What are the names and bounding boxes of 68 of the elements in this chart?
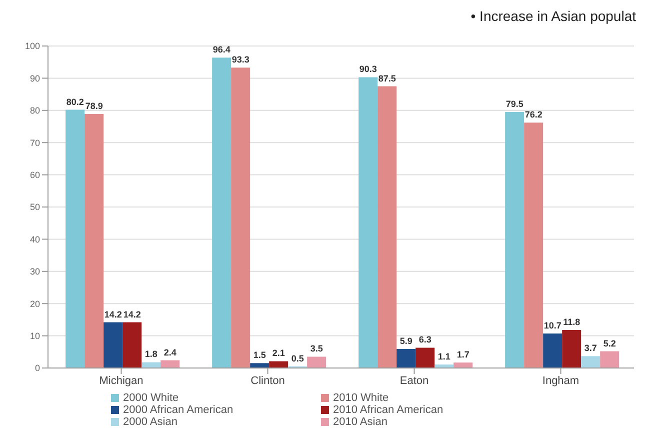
data-label: 5.2 (603, 338, 616, 348)
y-tick-label: 80 (30, 106, 40, 116)
data-label: 11.8 (563, 317, 580, 328)
bar (104, 322, 123, 368)
legend-label: 2000 Asian (123, 416, 178, 428)
bar (396, 349, 416, 368)
data-label: 0.5 (291, 353, 304, 364)
data-label: 87.5 (378, 73, 396, 84)
data-label: 14.2 (104, 309, 122, 320)
data-label: 90.3 (359, 64, 377, 74)
data-label: 5.9 (400, 336, 412, 346)
bar (122, 322, 142, 368)
bar (84, 114, 104, 368)
data-label: 2.1 (272, 348, 285, 358)
data-label: 76.2 (524, 110, 542, 120)
legend-label: 2010 Asian (333, 416, 388, 428)
data-label: 96.4 (212, 44, 230, 55)
data-label: 1.1 (438, 351, 450, 362)
y-tick-label: 0 (34, 363, 40, 374)
data-label: 93.3 (232, 54, 250, 65)
bar (600, 351, 620, 368)
x-tick-label: Eaton (400, 374, 429, 387)
bar (269, 361, 288, 368)
bar (524, 122, 544, 368)
data-label: 6.3 (418, 334, 432, 345)
data-label: 3.5 (310, 344, 323, 354)
y-tick-label: 60 (30, 170, 40, 180)
legend-label: 2010 White (333, 392, 389, 404)
bar (358, 77, 378, 368)
bar (231, 68, 250, 368)
data-label: 1.5 (253, 350, 266, 360)
bar (454, 362, 473, 368)
x-tick-label: Clinton (250, 374, 285, 387)
data-label: 80.2 (66, 96, 84, 107)
legend-label: 2000 White (123, 392, 179, 404)
bar (66, 110, 85, 368)
data-label: 79.5 (506, 99, 524, 110)
y-tick-label: 100 (24, 41, 40, 52)
data-label: 1.8 (144, 349, 158, 360)
data-label: 3.7 (584, 343, 597, 354)
y-tick-label: 70 (30, 138, 40, 148)
legend-label: 2010 African American (333, 404, 444, 416)
y-tick-label: 90 (30, 73, 40, 84)
y-tick-label: 50 (30, 202, 40, 212)
bar (378, 86, 397, 368)
data-label: 2.4 (164, 347, 176, 358)
bar (416, 348, 435, 368)
data-label: 14.2 (123, 309, 141, 320)
y-tick-label: 10 (30, 330, 40, 341)
text: • Increase in Asian populat (470, 8, 636, 24)
bar (212, 58, 232, 368)
y-tick-label: 30 (30, 266, 40, 277)
data-label: 1.7 (456, 350, 470, 360)
data-label: 10.7 (544, 320, 562, 331)
bar (307, 356, 326, 368)
bar (142, 362, 161, 368)
bar (562, 330, 582, 368)
x-tick-label: Michigan (99, 374, 144, 387)
y-tick-label: 20 (30, 298, 40, 309)
bar (543, 334, 562, 368)
legend-label: 2000 African American (123, 404, 234, 416)
y-tick-label: 40 (30, 234, 40, 244)
bar (250, 363, 270, 368)
data-label: 78.9 (85, 100, 103, 111)
bar (160, 360, 180, 368)
bar (581, 356, 600, 368)
x-tick-label: Ingham (542, 374, 580, 387)
bar (505, 112, 524, 368)
